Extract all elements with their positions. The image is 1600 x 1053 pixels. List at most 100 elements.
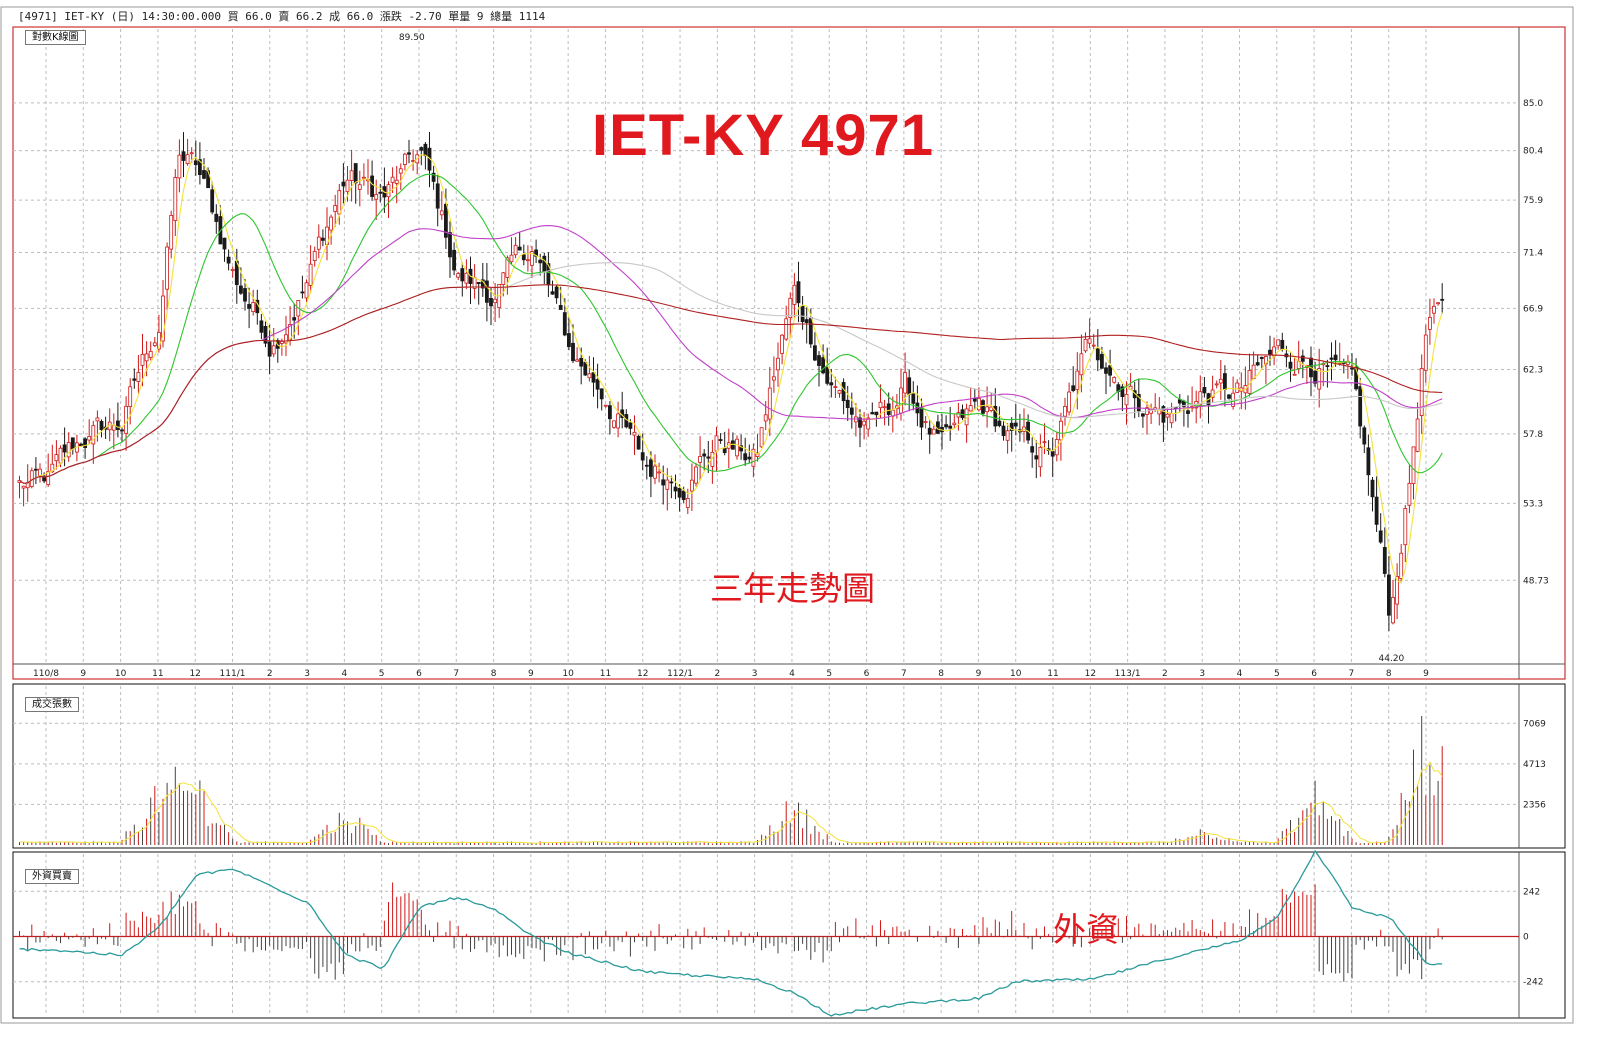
candle-body <box>1202 386 1207 394</box>
candle-body <box>1161 406 1166 423</box>
candle-body <box>1300 355 1305 362</box>
candle-body <box>591 372 596 383</box>
candle-body <box>653 465 657 479</box>
candle-body <box>1382 547 1387 574</box>
candle-body <box>489 298 493 307</box>
candle-body <box>706 456 711 459</box>
candle-body <box>197 159 202 175</box>
candle-body <box>443 203 448 238</box>
candle-body <box>1169 413 1174 424</box>
candle-body <box>866 417 871 430</box>
candle-body <box>722 447 727 454</box>
price-tick-label: 48.73 <box>1523 576 1549 586</box>
candle-body <box>1436 302 1440 305</box>
candle-body <box>657 471 661 474</box>
candle-body <box>698 456 702 463</box>
volume-tick-label: 4713 <box>1523 760 1546 770</box>
candle-body <box>526 259 530 262</box>
candle-body <box>1104 367 1108 374</box>
candle-body <box>599 388 604 400</box>
x-tick-label: 5 <box>379 669 385 679</box>
price-tick-label: 80.4 <box>1523 147 1543 157</box>
volume-panel-label: 成交張數 <box>25 697 79 712</box>
candle-body <box>169 214 174 250</box>
candle-body <box>476 282 481 284</box>
candle-body <box>1280 339 1285 350</box>
candle-body <box>144 353 149 362</box>
candle-body <box>886 403 891 415</box>
candle-body <box>1038 446 1043 468</box>
candle-body <box>87 436 92 441</box>
candle-body <box>1112 377 1117 383</box>
candle-body <box>99 420 104 431</box>
candle-body <box>50 463 55 473</box>
x-tick-label: 7 <box>1349 669 1355 679</box>
candle-body <box>1362 427 1367 445</box>
candle-body <box>202 170 206 179</box>
candle-body <box>1141 413 1145 417</box>
x-tick-label: 10 <box>115 669 127 679</box>
candle-body <box>579 357 584 367</box>
x-tick-label: 112/1 <box>667 669 693 679</box>
candle-body <box>562 312 567 336</box>
price-tick-label: 53.3 <box>1523 499 1543 509</box>
candle-body <box>54 454 59 462</box>
candle-body <box>136 372 141 382</box>
foreign-tick-label: 242 <box>1523 887 1540 897</box>
candle-body <box>665 479 670 490</box>
foreign-cumulative-line <box>19 849 1443 1017</box>
x-tick-label: 9 <box>976 669 982 679</box>
candle-body <box>587 373 592 379</box>
candle-body <box>702 453 707 457</box>
candle-body <box>292 317 297 321</box>
candle-body <box>575 359 579 362</box>
x-tick-label: 3 <box>1199 669 1205 679</box>
candle-body <box>808 316 813 345</box>
candle-body <box>1100 353 1104 369</box>
candle-body <box>1079 353 1084 376</box>
candle-body <box>903 372 907 394</box>
candle-body <box>985 406 989 413</box>
candle-body <box>1354 366 1358 390</box>
candle-body <box>1407 482 1412 506</box>
candle-body <box>882 406 887 409</box>
candle-body <box>128 386 133 408</box>
x-tick-label: 10 <box>562 669 574 679</box>
candle-body <box>398 168 403 174</box>
candle-body <box>1009 422 1014 431</box>
candle-body <box>603 404 608 407</box>
candle-body <box>271 345 276 355</box>
candle-body <box>284 334 288 344</box>
candle-body <box>226 256 231 264</box>
candle-body <box>862 420 866 426</box>
candle-body <box>1415 418 1420 452</box>
candle-body <box>1395 575 1399 605</box>
chart-title: IET-KY 4971 <box>592 103 935 168</box>
x-tick-label: 9 <box>1423 669 1429 679</box>
candle-body <box>763 414 768 422</box>
candle-body <box>58 447 63 464</box>
candle-body <box>636 435 641 450</box>
candle-body <box>29 470 34 487</box>
candle-body <box>968 405 973 412</box>
candle-body <box>402 153 407 165</box>
candle-body <box>1374 496 1379 525</box>
candle-body <box>148 350 153 358</box>
candle-body <box>316 236 321 250</box>
candle-body <box>386 184 391 198</box>
x-tick-label: 2 <box>1162 669 1168 679</box>
candle-body <box>669 481 674 484</box>
candle-body <box>1292 373 1297 376</box>
candle-body <box>251 302 256 312</box>
x-tick-label: 9 <box>528 669 534 679</box>
candle-body <box>751 448 756 467</box>
candle-body <box>923 421 928 423</box>
candle-body <box>1186 410 1190 414</box>
candle-body <box>833 386 838 388</box>
x-tick-label: 5 <box>826 669 832 679</box>
candle-body <box>374 194 379 200</box>
candle-body <box>849 407 854 415</box>
candle-body <box>960 409 965 419</box>
candle-body <box>739 445 743 452</box>
